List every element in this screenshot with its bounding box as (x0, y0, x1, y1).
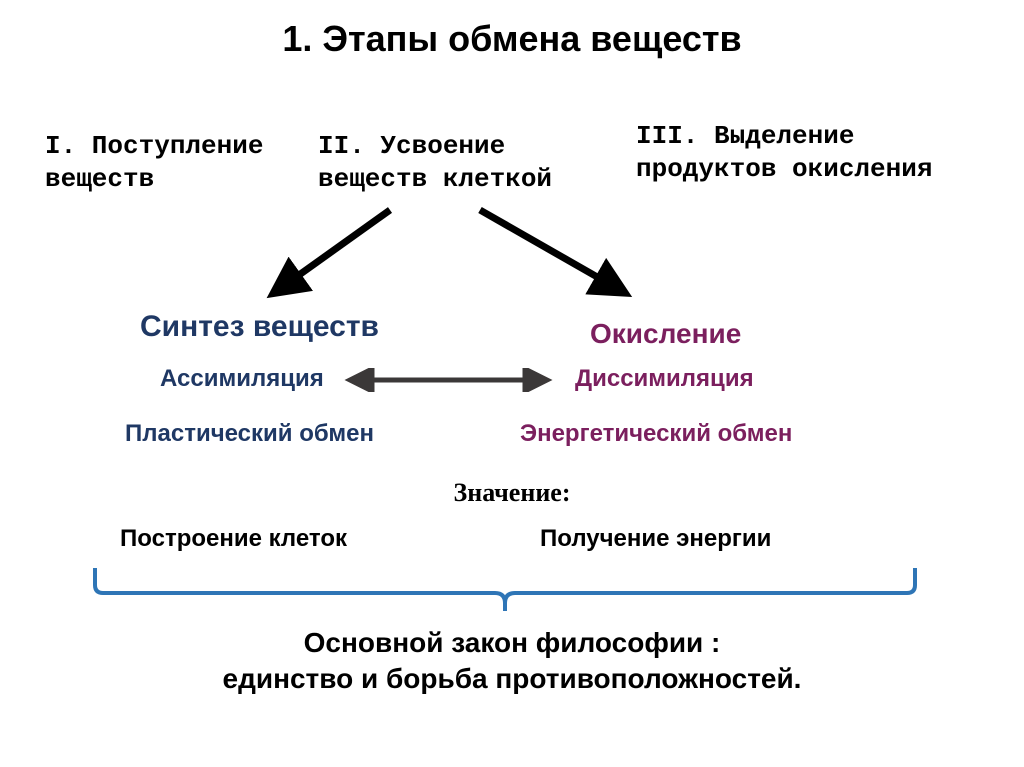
philosophy-law: Основной закон философии : единство и бо… (0, 625, 1024, 698)
energy-exchange-label: Энергетический обмен (520, 420, 792, 448)
plastic-exchange-label: Пластический обмен (125, 420, 374, 448)
stage-2: II. Усвоениевеществ клеткой (318, 130, 598, 195)
arrow-diag-left (260, 205, 410, 315)
synthesis-label: Синтез веществ (140, 310, 379, 344)
page-title: 1. Этапы обмена веществ (0, 18, 1024, 60)
bracket (90, 563, 930, 618)
stage-2-text: II. Усвоениевеществ клеткой (318, 131, 552, 194)
oxidation-label: Окисление (590, 318, 741, 350)
stage-3: III. Выделениепродуктов окисления (636, 120, 986, 185)
stage-1-text: I. Поступлениевеществ (45, 131, 263, 194)
get-energy-label: Получение энергии (540, 525, 771, 553)
build-cells-label: Построение клеток (120, 525, 347, 553)
arrow-diag-right (470, 205, 650, 315)
law-line2: единство и борьба противоположностей. (223, 663, 802, 694)
stage-3-text: III. Выделениепродуктов окисления (636, 121, 932, 184)
assimilation-label: Ассимиляция (160, 365, 324, 393)
law-line1: Основной закон философии : (304, 627, 721, 658)
dissimilation-label: Диссимиляция (575, 365, 754, 393)
double-arrow (340, 368, 560, 392)
meaning-header: Значение: (0, 478, 1024, 508)
stage-1: I. Поступлениевеществ (45, 130, 275, 195)
